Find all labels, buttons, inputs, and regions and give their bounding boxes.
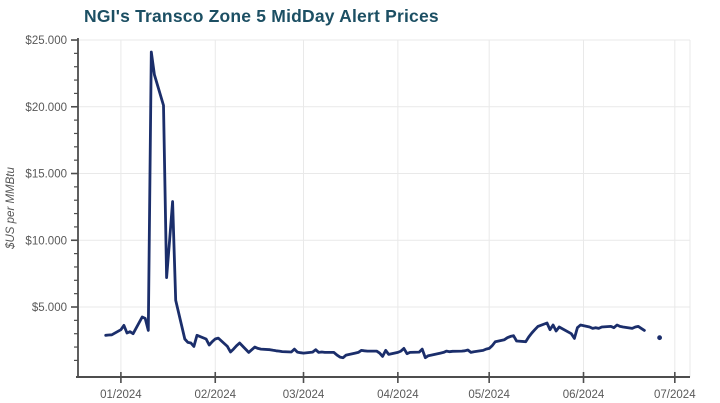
x-tick-label: 03/2024 — [283, 389, 325, 401]
y-tick-label: $20.000 — [25, 102, 67, 114]
y-axis-ticks: $25.000 $20.000 $15.000 $10.000 $5.000 — [25, 35, 78, 362]
x-tick-label: 02/2024 — [194, 389, 236, 401]
y-tick-label: $5.000 — [32, 302, 67, 314]
series — [104, 50, 662, 360]
price-line — [104, 50, 646, 360]
x-tick-label: 04/2024 — [377, 389, 419, 401]
gridlines — [78, 39, 691, 377]
x-tick-label: 07/2024 — [654, 389, 696, 401]
chart-title: NGI's Transco Zone 5 MidDay Alert Prices — [84, 6, 439, 26]
y-axis-title: $US per MMBtu — [5, 166, 17, 249]
x-tick-label: 06/2024 — [563, 389, 605, 401]
x-tick-label: 01/2024 — [100, 389, 142, 401]
y-tick-label: $10.000 — [25, 235, 67, 247]
x-tick-label: 05/2024 — [468, 389, 510, 401]
x-axis-ticks: 01/2024 02/2024 03/2024 04/2024 05/2024 06/20… — [100, 372, 696, 401]
axes — [76, 38, 690, 378]
detached-last-point — [657, 335, 662, 341]
y-tick-label: $25.000 — [25, 35, 67, 47]
y-tick-label: $15.000 — [25, 169, 67, 181]
